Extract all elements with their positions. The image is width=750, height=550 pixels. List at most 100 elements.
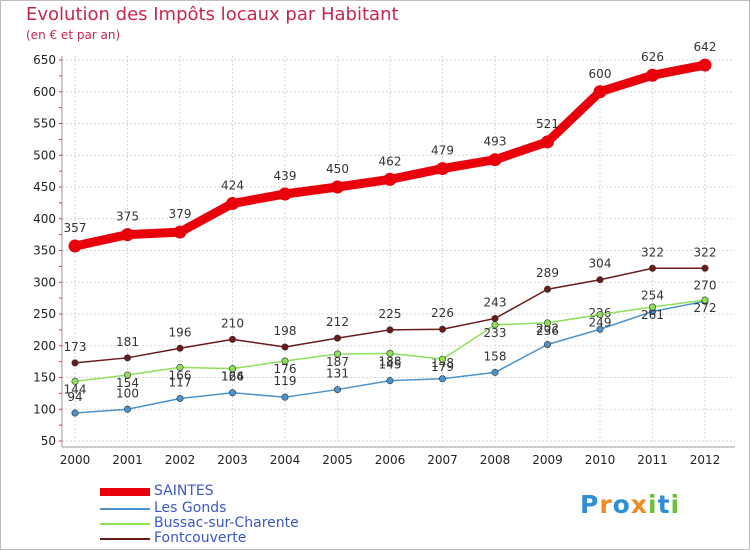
data-label: 270 bbox=[694, 278, 717, 292]
data-label: 202 bbox=[536, 321, 559, 335]
data-point bbox=[281, 393, 289, 401]
data-point bbox=[333, 334, 341, 342]
data-point bbox=[229, 365, 237, 373]
data-label: 187 bbox=[326, 355, 349, 369]
data-label: 212 bbox=[326, 315, 349, 329]
data-point bbox=[124, 405, 132, 413]
data-point bbox=[173, 225, 187, 239]
data-point bbox=[596, 276, 604, 284]
data-label: 272 bbox=[694, 301, 717, 315]
data-point bbox=[386, 349, 394, 357]
data-label: 166 bbox=[169, 368, 192, 382]
data-label: 236 bbox=[536, 324, 559, 338]
chart-title: Evolution des Impôts locaux par Habitant bbox=[26, 4, 399, 25]
data-label: 249 bbox=[589, 316, 612, 330]
data-label: 94 bbox=[67, 390, 82, 404]
y-tick-label: 350 bbox=[33, 244, 56, 258]
data-point bbox=[491, 368, 499, 376]
x-tick-label: 2011 bbox=[637, 453, 668, 467]
data-label: 181 bbox=[116, 335, 139, 349]
data-label: 196 bbox=[169, 325, 192, 339]
data-point bbox=[386, 377, 394, 385]
data-label: 173 bbox=[64, 340, 87, 354]
x-tick-label: 2002 bbox=[165, 453, 196, 467]
data-point bbox=[71, 409, 79, 417]
data-label: 479 bbox=[431, 144, 454, 158]
legend-label: SAINTES bbox=[154, 483, 214, 499]
legend-swatch bbox=[100, 488, 150, 496]
x-tick-label: 2005 bbox=[322, 453, 353, 467]
data-label: 225 bbox=[379, 307, 402, 321]
y-tick-label: 450 bbox=[33, 180, 56, 194]
y-tick-label: 250 bbox=[33, 307, 56, 321]
y-tick-label: 400 bbox=[33, 212, 56, 226]
data-point bbox=[71, 377, 79, 385]
x-tick-label: 2000 bbox=[60, 453, 91, 467]
data-point bbox=[121, 228, 134, 242]
data-point bbox=[488, 153, 502, 167]
data-point bbox=[543, 319, 551, 327]
data-label: 131 bbox=[326, 367, 349, 381]
data-label: 322 bbox=[641, 245, 664, 259]
legend-label: Bussac-sur-Charente bbox=[154, 515, 299, 531]
x-tick-label: 2012 bbox=[690, 453, 721, 467]
data-label: 626 bbox=[641, 50, 664, 64]
data-point bbox=[701, 296, 709, 304]
data-label: 148 bbox=[431, 356, 454, 370]
x-tick-label: 2009 bbox=[532, 453, 563, 467]
data-label: 462 bbox=[379, 154, 402, 168]
y-tick-label: 650 bbox=[33, 53, 56, 67]
legend-swatch bbox=[100, 538, 150, 540]
data-point bbox=[596, 325, 604, 333]
data-point bbox=[124, 371, 132, 379]
data-point bbox=[596, 311, 604, 319]
data-label: 119 bbox=[274, 374, 297, 388]
x-tick-label: 2004 bbox=[270, 453, 301, 467]
data-label: 450 bbox=[326, 162, 349, 176]
data-label: 424 bbox=[221, 179, 244, 193]
x-tick-label: 2010 bbox=[585, 453, 616, 467]
data-point bbox=[331, 180, 344, 194]
data-label: 243 bbox=[484, 295, 507, 309]
legend-swatch bbox=[100, 508, 150, 510]
data-point bbox=[383, 172, 397, 186]
data-point bbox=[176, 394, 184, 402]
data-label: 210 bbox=[221, 316, 244, 330]
legend-label: Fontcouverte bbox=[154, 530, 247, 546]
data-label: 600 bbox=[589, 67, 612, 81]
x-tick-label: 2008 bbox=[480, 453, 511, 467]
x-tick-label: 2003 bbox=[217, 453, 248, 467]
data-label: 322 bbox=[694, 245, 717, 259]
data-label: 100 bbox=[116, 386, 139, 400]
y-tick-label: 50 bbox=[41, 434, 56, 448]
data-label: 154 bbox=[116, 376, 139, 390]
data-point bbox=[438, 375, 446, 383]
data-point bbox=[541, 135, 554, 149]
data-label: 145 bbox=[379, 358, 402, 372]
legend-label: Les Gonds bbox=[154, 500, 227, 516]
data-point bbox=[491, 314, 499, 322]
data-point bbox=[698, 58, 712, 72]
data-label: 439 bbox=[274, 169, 297, 183]
data-point bbox=[124, 354, 132, 362]
data-label: 493 bbox=[484, 135, 507, 149]
data-point bbox=[438, 325, 446, 333]
data-label: 289 bbox=[536, 266, 559, 280]
data-label: 375 bbox=[116, 210, 139, 224]
data-label: 164 bbox=[221, 370, 244, 384]
data-point bbox=[543, 285, 551, 293]
data-label: 521 bbox=[536, 117, 559, 131]
data-label: 357 bbox=[64, 221, 87, 235]
y-tick-label: 550 bbox=[33, 117, 56, 131]
data-point bbox=[281, 357, 289, 365]
y-tick-label: 600 bbox=[33, 85, 56, 99]
data-label: 304 bbox=[589, 257, 612, 271]
legend-swatch bbox=[100, 523, 150, 525]
y-tick-label: 100 bbox=[33, 402, 56, 416]
data-point bbox=[278, 187, 292, 201]
x-tick-label: 2006 bbox=[375, 453, 406, 467]
data-label: 261 bbox=[641, 308, 664, 322]
proxiti-logo: Proxiti bbox=[580, 490, 681, 519]
data-label: 226 bbox=[431, 306, 454, 320]
data-point bbox=[436, 162, 449, 176]
